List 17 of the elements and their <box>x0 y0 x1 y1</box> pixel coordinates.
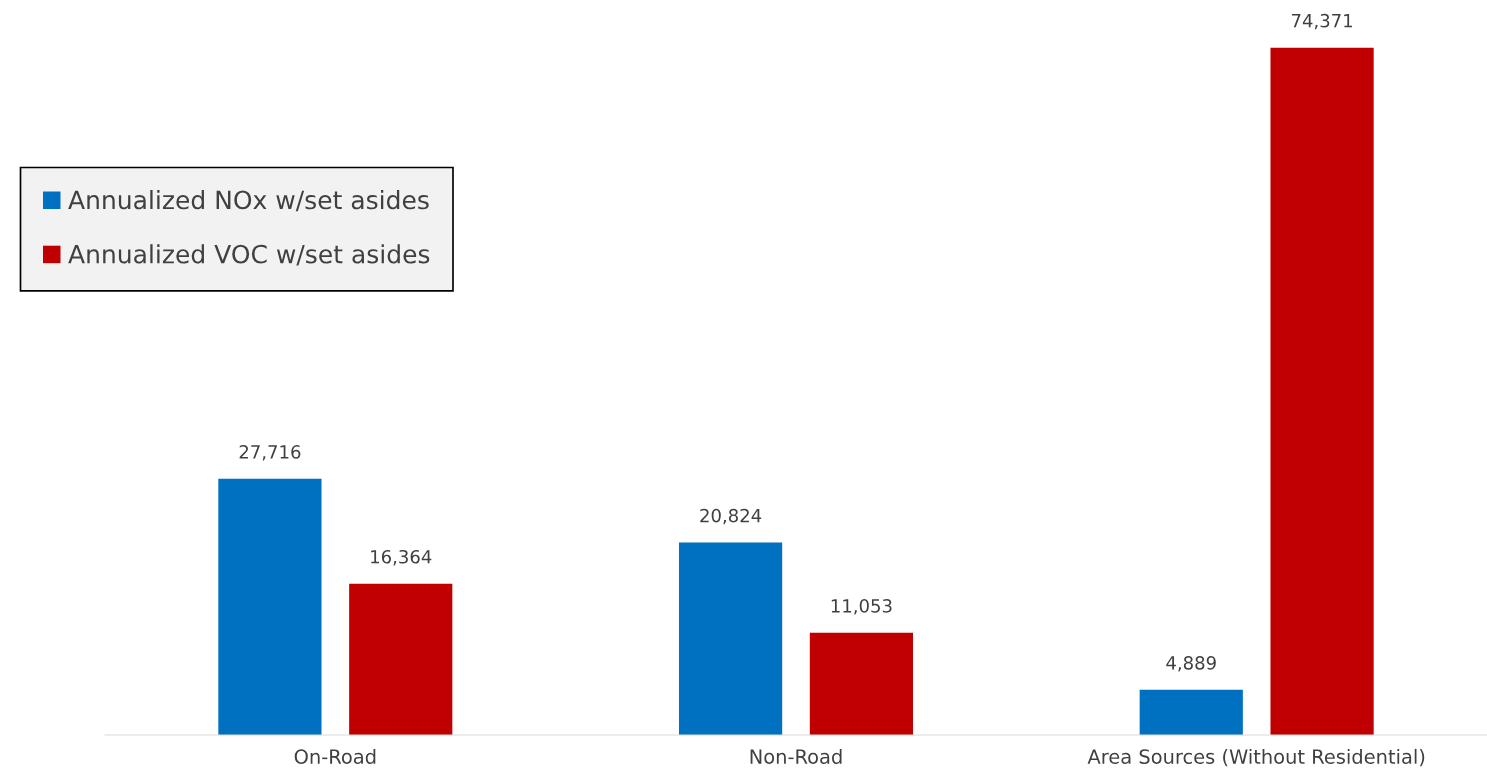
bar <box>678 542 783 735</box>
data-label: 20,824 <box>700 508 762 525</box>
legend-label: Annualized VOC w/set asides <box>68 244 430 266</box>
data-label: 27,716 <box>239 445 301 461</box>
bar <box>1139 689 1243 735</box>
bar <box>218 478 322 735</box>
bar <box>1270 47 1374 735</box>
x-tick-label: On-Road <box>294 748 376 764</box>
bar <box>349 583 453 735</box>
data-label: 16,364 <box>371 549 432 566</box>
x-tick-label: Non-Road <box>750 748 842 764</box>
bar <box>809 632 914 735</box>
data-label: 4,889 <box>1166 655 1216 672</box>
data-label: 74,371 <box>1291 13 1352 30</box>
x-tick-label: Area Sources (Without Residential) <box>1087 748 1425 767</box>
data-label: 11,053 <box>831 599 892 615</box>
legend-label: Annualized NOx w/set asides <box>68 190 429 212</box>
